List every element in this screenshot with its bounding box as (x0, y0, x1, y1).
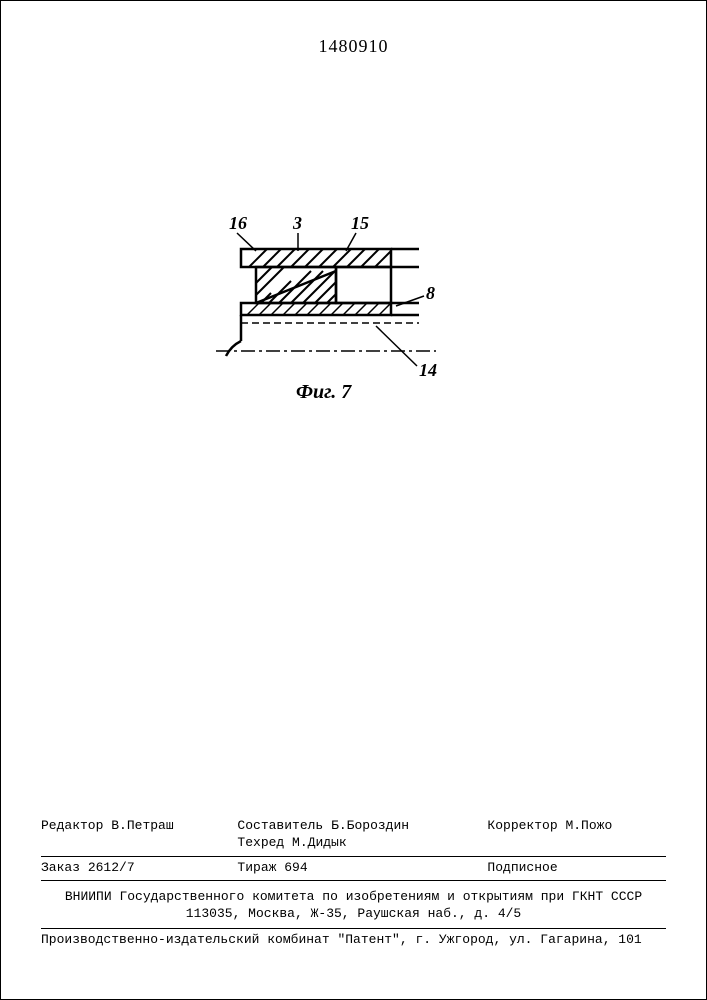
label-8: 8 (426, 283, 435, 303)
tirazh-num: 694 (284, 860, 307, 875)
figure-7: 16 3 15 (201, 211, 481, 391)
corrector-label: Корректор (487, 818, 557, 833)
order-row: Заказ 2612/7 Тираж 694 Подписное (41, 856, 666, 877)
order-cell: Заказ 2612/7 (41, 860, 237, 875)
order-num: 2612/7 (88, 860, 135, 875)
label-16: 16 (229, 213, 247, 233)
footer-block: Редактор В.Петраш Составитель Б.Бороздин… (41, 816, 666, 949)
label-15: 15 (351, 213, 369, 233)
patent-number: 1480910 (1, 36, 706, 57)
subscription-cell: Подписное (487, 860, 666, 875)
figure-svg: 16 3 15 (201, 211, 481, 381)
compiler-label: Составитель (237, 818, 323, 833)
patent-page: 1480910 16 3 15 (0, 0, 707, 1000)
label-3: 3 (292, 213, 302, 233)
printer-row: Производственно-издательский комбинат "П… (41, 928, 666, 949)
techred-name: М.Дидык (292, 835, 347, 850)
label-14: 14 (419, 360, 437, 380)
editor-label: Редактор (41, 818, 103, 833)
institution-line2: 113035, Москва, Ж-35, Раушская наб., д. … (41, 905, 666, 923)
printer: Производственно-издательский комбинат "П… (41, 932, 642, 947)
corrector-cell: Корректор М.Пожо (487, 818, 666, 851)
order-label: Заказ (41, 860, 80, 875)
institution-line1: ВНИИПИ Государственного комитета по изоб… (41, 888, 666, 906)
tirazh-label: Тираж (237, 860, 276, 875)
subscription: Подписное (487, 860, 557, 875)
techred-label: Техред (237, 835, 284, 850)
compiler-name: Б.Бороздин (331, 818, 409, 833)
corrector-name: М.Пожо (565, 818, 612, 833)
compiler-techred-cell: Составитель Б.Бороздин Техред М.Дидык (237, 818, 487, 851)
tirazh-cell: Тираж 694 (237, 860, 487, 875)
figure-caption: Фиг. 7 (296, 381, 351, 404)
institution-row: ВНИИПИ Государственного комитета по изоб… (41, 880, 666, 925)
credits-row: Редактор В.Петраш Составитель Б.Бороздин… (41, 816, 666, 853)
editor-name: В.Петраш (111, 818, 173, 833)
editor-cell: Редактор В.Петраш (41, 818, 237, 851)
